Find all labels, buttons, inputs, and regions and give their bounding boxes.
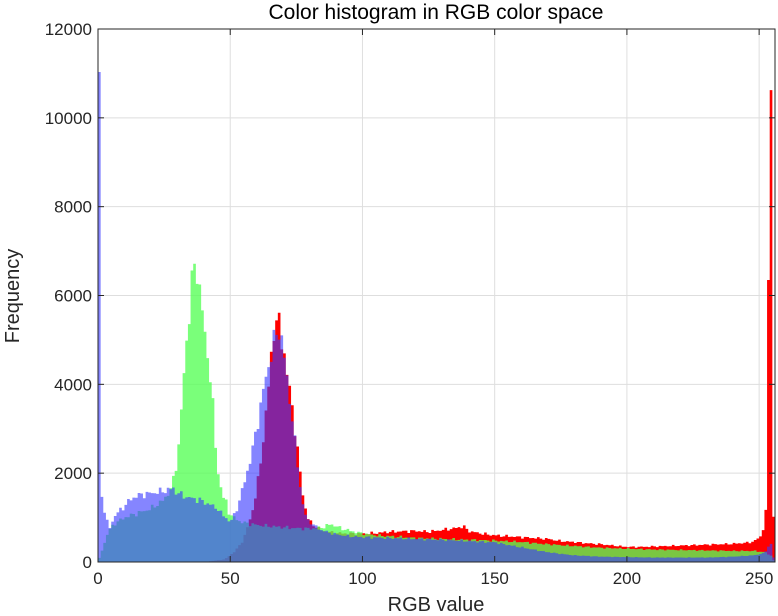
axes-layer (97, 28, 776, 563)
x-tick-label: 0 (93, 569, 102, 588)
x-tick-label: 100 (348, 569, 376, 588)
x-axis-title: RGB value (388, 594, 485, 616)
series-layer (98, 72, 775, 563)
y-tick-label: 4000 (54, 375, 92, 394)
tick-label-layer: 0 50 100 150 200 250 0 2000 4000 6000 8000 10000 120… (45, 20, 774, 588)
y-axis-title: Frequency (2, 249, 24, 344)
y-tick-label: 6000 (54, 287, 92, 306)
y-tick-label: 0 (83, 553, 92, 572)
x-tick-label: 250 (745, 569, 773, 588)
y-tick-label: 8000 (54, 198, 92, 217)
y-tick-label: 12000 (45, 20, 92, 39)
y-tick-label: 10000 (45, 109, 92, 128)
histogram-series-2 (98, 72, 775, 563)
x-tick-label: 200 (613, 569, 641, 588)
x-tick-label: 50 (221, 569, 240, 588)
chart-title: Color histogram in RGB color space (269, 1, 604, 24)
x-tick-label: 150 (480, 569, 508, 588)
y-tick-label: 2000 (54, 464, 92, 483)
